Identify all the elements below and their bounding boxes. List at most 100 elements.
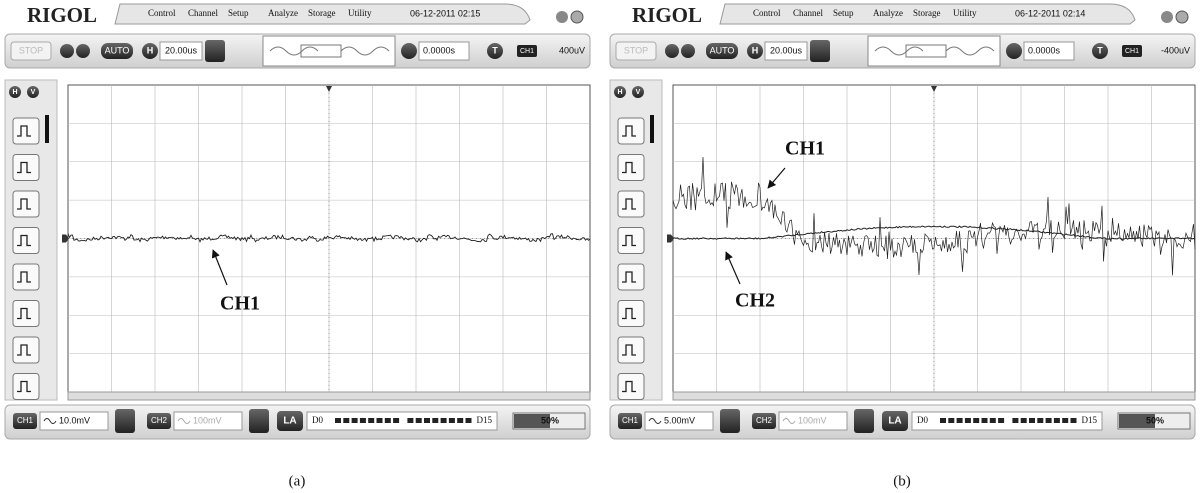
h-label: H bbox=[617, 89, 622, 96]
trigger-source: CH1 bbox=[520, 48, 534, 55]
digital-end: D15 bbox=[477, 415, 493, 425]
menu-item: Utility bbox=[953, 8, 977, 18]
datetime: 06-12-2011 02:14 bbox=[1015, 8, 1085, 18]
digital-channel bbox=[343, 418, 349, 423]
delay-icon bbox=[401, 43, 417, 59]
ch1-scale: 5.00mV bbox=[664, 415, 695, 425]
run-state: STOP bbox=[19, 45, 43, 55]
digital-channel bbox=[940, 418, 946, 423]
trigger-label: T bbox=[492, 45, 498, 55]
digital-channel bbox=[424, 418, 430, 423]
digital-channel bbox=[1046, 418, 1052, 423]
delay: 0.0000s bbox=[1028, 45, 1061, 55]
digital-channel bbox=[441, 418, 447, 423]
menu-item: Control bbox=[148, 8, 176, 18]
measure-button bbox=[618, 228, 644, 254]
digital-start: D0 bbox=[312, 415, 323, 425]
datetime: 06-12-2011 02:15 bbox=[410, 8, 480, 18]
digital-channel bbox=[449, 418, 455, 423]
single-button bbox=[665, 44, 679, 58]
digital-channel bbox=[1012, 418, 1018, 423]
screen-scrollbar bbox=[673, 392, 1195, 400]
measure-button bbox=[618, 301, 644, 327]
digital-channel bbox=[385, 418, 391, 423]
ch1-label: CH1 bbox=[17, 416, 34, 425]
minimize-button bbox=[1161, 11, 1173, 23]
trigger-source: CH1 bbox=[1125, 48, 1139, 55]
menu-item: Analyze bbox=[268, 8, 298, 18]
timebase: 20.00us bbox=[770, 45, 803, 55]
ch2-scale: 100mV bbox=[193, 415, 222, 425]
digital-channel bbox=[432, 418, 438, 423]
measure-button bbox=[13, 118, 39, 144]
digital-channel bbox=[335, 418, 341, 423]
measure-button bbox=[13, 264, 39, 290]
measure-button bbox=[13, 374, 39, 400]
measure-button bbox=[618, 118, 644, 144]
ch1-knob bbox=[115, 409, 135, 433]
menu-item: Utility bbox=[348, 8, 372, 18]
trace-annotation: CH1 bbox=[220, 293, 260, 315]
menu-item: Storage bbox=[308, 8, 336, 18]
trigger-label: T bbox=[1097, 45, 1103, 55]
zoom: 50% bbox=[1146, 415, 1164, 425]
ch1-label: CH1 bbox=[622, 416, 639, 425]
page: RIGOL Control Channel Setup Analyze Storage Ut… bbox=[0, 0, 1200, 493]
caption: (b) bbox=[893, 473, 911, 489]
measure-button bbox=[618, 191, 644, 217]
zoom: 50% bbox=[541, 415, 559, 425]
measure-button bbox=[13, 301, 39, 327]
trace-annotation: CH2 bbox=[735, 290, 775, 312]
menu-item: Setup bbox=[228, 8, 249, 18]
menu-item: Channel bbox=[188, 8, 218, 18]
sidebar-scroll bbox=[650, 115, 654, 143]
ch1-scale: 10.0mV bbox=[59, 415, 90, 425]
digital-channel bbox=[973, 418, 979, 423]
menu-item: Storage bbox=[913, 8, 941, 18]
scope-panel: RIGOL Control Channel Setup Analyze Storage Ut… bbox=[5, 3, 590, 490]
measure-button bbox=[618, 155, 644, 181]
auto-label: AUTO bbox=[105, 45, 130, 55]
digital-channel bbox=[1029, 418, 1035, 423]
measure-button bbox=[618, 264, 644, 290]
horizontal-label: H bbox=[752, 45, 759, 55]
measure-button bbox=[618, 337, 644, 363]
ch2-label: CH2 bbox=[151, 416, 168, 425]
digital-channel bbox=[416, 418, 422, 423]
digital-channel bbox=[360, 418, 366, 423]
ch2-knob bbox=[854, 409, 874, 433]
digital-channel bbox=[352, 418, 358, 423]
digital-channel bbox=[457, 418, 463, 423]
trace-annotation: CH1 bbox=[785, 138, 825, 160]
trigger-level: -400uV bbox=[1161, 45, 1190, 55]
delay-icon bbox=[1006, 43, 1022, 59]
digital-channel bbox=[393, 418, 399, 423]
digital-end: D15 bbox=[1082, 415, 1098, 425]
digital-channel bbox=[957, 418, 963, 423]
preview-box bbox=[263, 36, 395, 66]
digital-channel bbox=[466, 418, 472, 423]
brand-logo: RIGOL bbox=[27, 3, 97, 27]
caption: (a) bbox=[289, 473, 306, 489]
run-button bbox=[681, 44, 695, 58]
sidebar-scroll bbox=[45, 115, 49, 143]
brand-logo: RIGOL bbox=[632, 3, 702, 27]
digital-channel bbox=[1054, 418, 1060, 423]
delay: 0.0000s bbox=[423, 45, 456, 55]
menu-item: Channel bbox=[793, 8, 823, 18]
digital-start: D0 bbox=[917, 415, 928, 425]
menu-item: Setup bbox=[833, 8, 854, 18]
menu-item: Analyze bbox=[873, 8, 903, 18]
h-label: H bbox=[12, 89, 17, 96]
single-button bbox=[60, 44, 74, 58]
la-label: LA bbox=[283, 416, 296, 427]
measure-button bbox=[13, 191, 39, 217]
digital-channel bbox=[1021, 418, 1027, 423]
ch2-scale: 100mV bbox=[798, 415, 827, 425]
measure-button bbox=[13, 228, 39, 254]
ch2-label: CH2 bbox=[756, 416, 773, 425]
digital-channel bbox=[948, 418, 954, 423]
la-label: LA bbox=[888, 416, 901, 427]
close-button bbox=[571, 11, 583, 23]
preview-box bbox=[868, 36, 1000, 66]
